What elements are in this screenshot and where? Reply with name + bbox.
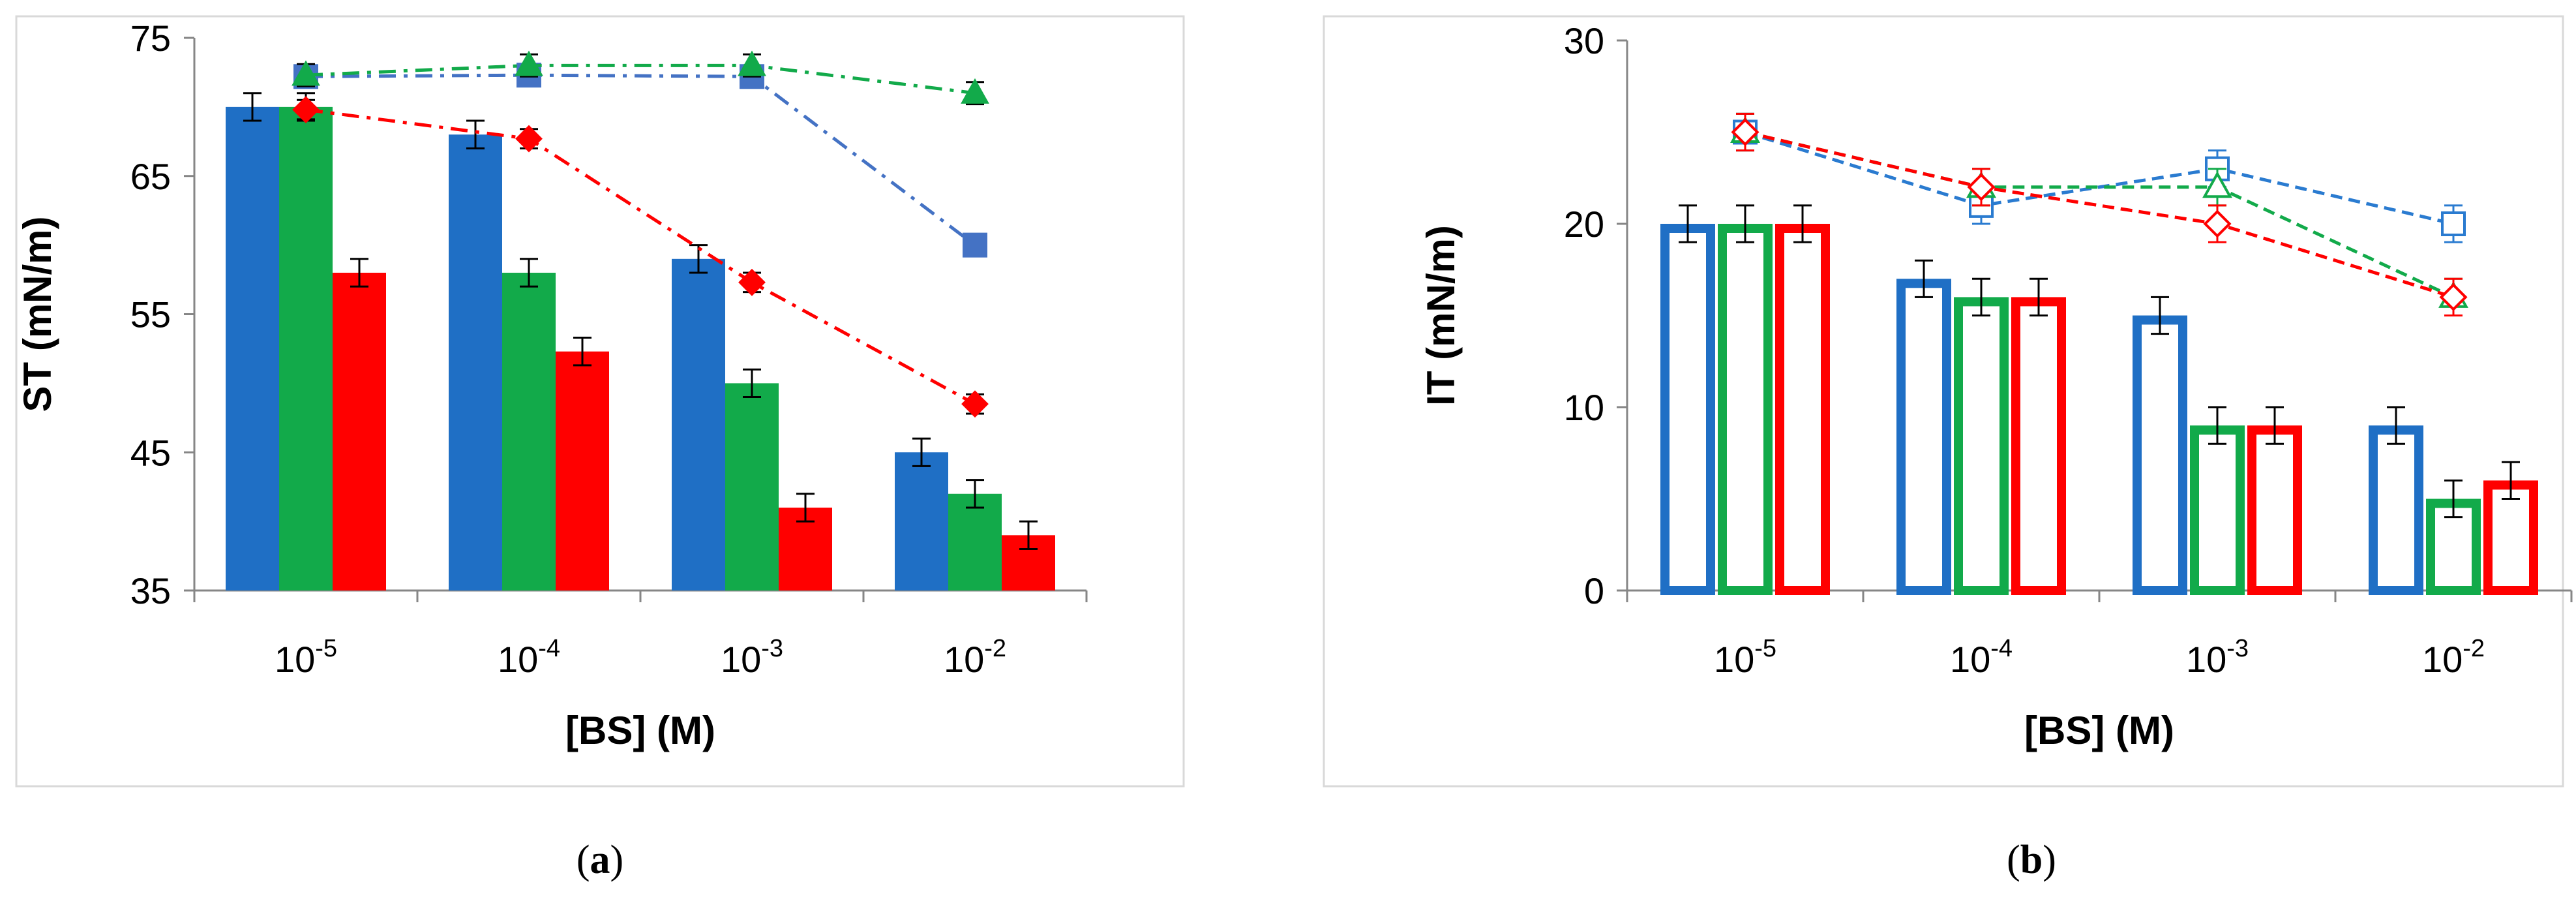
bar <box>502 272 556 591</box>
bar <box>279 106 333 591</box>
bar <box>556 351 609 591</box>
point-marker-triangle <box>2202 171 2232 198</box>
bar <box>1954 297 2009 595</box>
y-axis-title: IT (mN/m) <box>1419 225 1463 406</box>
y-tick-label: 65 <box>130 156 171 197</box>
point-marker-diamond <box>738 268 766 296</box>
point-marker-diamond <box>1967 173 1996 202</box>
x-tick-label: 10-5 <box>275 635 337 680</box>
bar <box>1718 224 1773 595</box>
bar <box>2369 425 2423 595</box>
chart-frame <box>1323 15 2564 788</box>
point-marker-square <box>2441 211 2466 236</box>
bar <box>2011 297 2066 595</box>
y-tick-label: 75 <box>130 18 171 59</box>
bar <box>226 106 279 591</box>
x-tick-label: 10-3 <box>721 635 783 680</box>
series-line <box>305 108 976 406</box>
bar <box>333 272 386 591</box>
y-tick-label: 45 <box>130 432 171 473</box>
point-marker-diamond <box>1731 117 1760 147</box>
point-marker-square <box>963 232 987 258</box>
bar <box>1896 279 1951 595</box>
bar <box>2133 315 2187 595</box>
y-tick-label: 20 <box>1564 204 1604 245</box>
bar <box>948 493 1002 591</box>
point-marker-diamond <box>2439 283 2468 311</box>
x-axis-title: [BS] (M) <box>2024 709 2174 752</box>
point-marker-diamond <box>2203 209 2232 238</box>
y-axis-title: ST (mN/m) <box>16 217 59 412</box>
point-marker-diamond <box>961 390 989 418</box>
x-tick-label: 10-4 <box>1950 635 2013 680</box>
panel-caption: (b) <box>2007 838 2056 882</box>
chart-panel-a: 35 45 55 65 75 10-5 10-4 10-3 10-2 [BS] (M) ST (mN… <box>15 15 1185 882</box>
point-marker-triangle <box>292 60 320 86</box>
point-marker-diamond <box>292 96 320 124</box>
bar <box>1775 224 1830 595</box>
x-tick-label: 10-5 <box>1714 635 1776 680</box>
bar <box>2190 425 2245 595</box>
y-tick-label: 0 <box>1584 570 1604 611</box>
series-line <box>305 63 976 95</box>
bar <box>2483 480 2538 596</box>
panel-caption: (a) <box>577 838 623 882</box>
chart-frame <box>15 15 1185 788</box>
series-line <box>1745 130 2455 299</box>
x-axis-title: [BS] (M) <box>565 709 715 752</box>
series-line <box>305 73 976 247</box>
bar <box>449 134 502 591</box>
point-marker-triangle <box>515 50 543 76</box>
point-marker-triangle <box>961 78 989 104</box>
bar <box>672 258 725 591</box>
y-tick-label: 30 <box>1564 20 1604 61</box>
bar <box>725 383 779 591</box>
x-tick-label: 10-2 <box>2422 635 2485 680</box>
point-marker-triangle <box>738 50 766 76</box>
series-line <box>1745 130 2454 226</box>
y-tick-label: 35 <box>130 570 171 611</box>
bar <box>1660 224 1715 595</box>
y-tick-label: 10 <box>1564 387 1604 428</box>
series-line <box>1745 130 2454 299</box>
x-tick-label: 10-3 <box>2186 635 2249 680</box>
chart-panel-b: 0 10 20 30 10-5 10-4 10-3 10-2 [BS] (M) IT (mN/m)… <box>1323 15 2573 882</box>
x-tick-label: 10-2 <box>944 635 1006 680</box>
point-marker-diamond <box>515 125 543 153</box>
bar <box>2247 425 2302 595</box>
x-tick-label: 10-4 <box>498 635 560 680</box>
bar <box>895 452 948 591</box>
y-tick-label: 55 <box>130 294 171 335</box>
